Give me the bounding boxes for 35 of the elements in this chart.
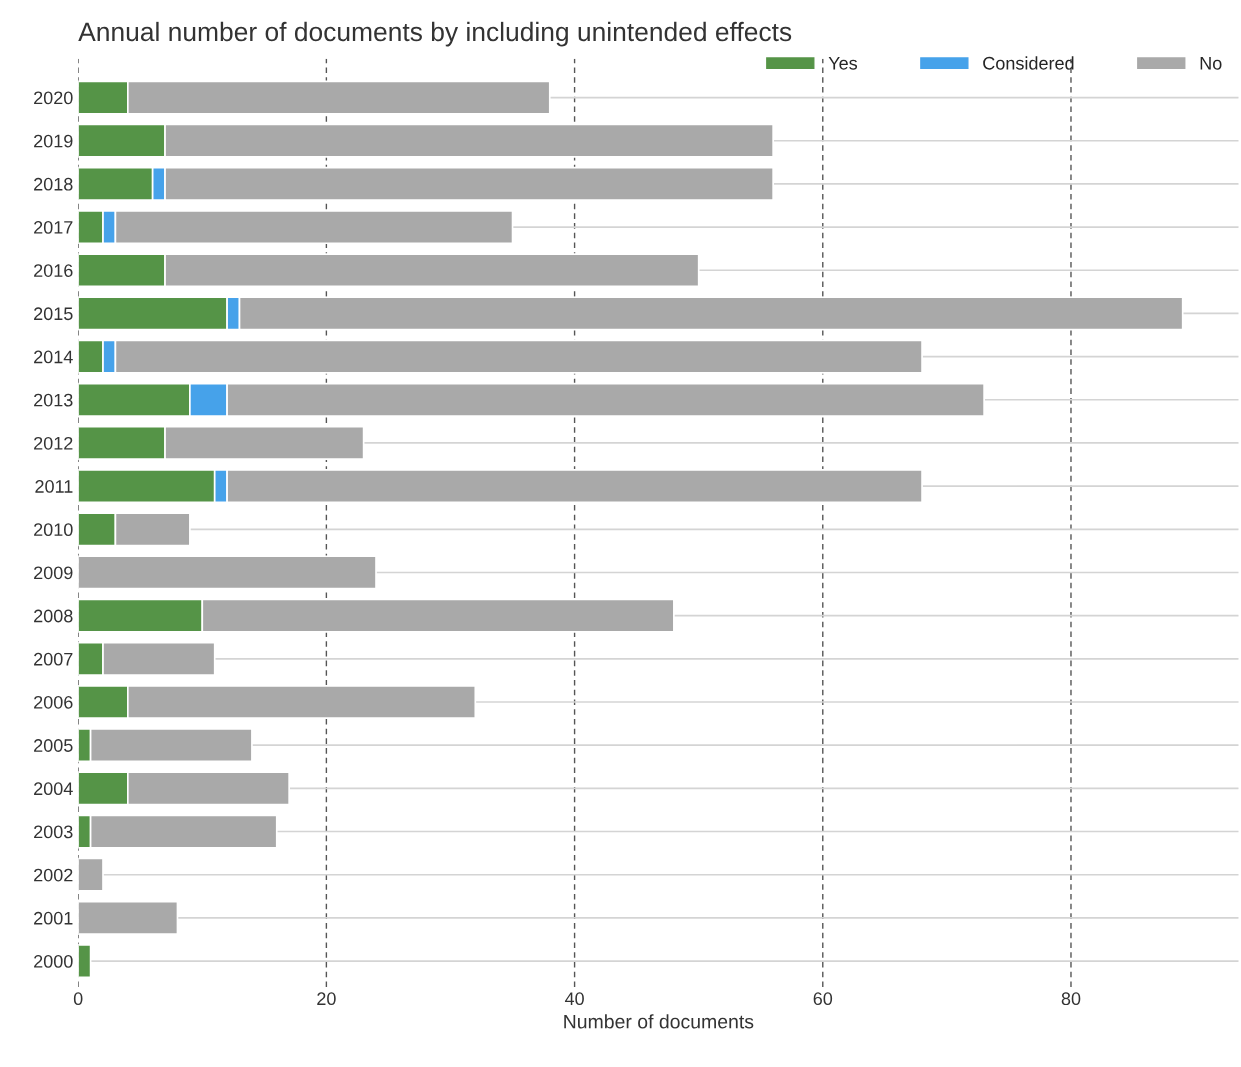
bar bbox=[78, 857, 104, 892]
legend-label: Yes bbox=[828, 57, 858, 70]
y-tick-label: 2012 bbox=[34, 436, 73, 450]
y-tick-label: 2006 bbox=[34, 695, 73, 709]
legend-label: Considered bbox=[983, 56, 1074, 70]
x-tick-label: 20 bbox=[317, 992, 336, 1006]
x-tick-label: 40 bbox=[564, 992, 584, 1006]
y-tick-label: 2017 bbox=[34, 221, 73, 234]
x-axis-title: Number of documents bbox=[564, 1014, 754, 1029]
chart-title: Annual number of documents by including unintended effects bbox=[78, 21, 792, 47]
bar bbox=[78, 900, 179, 935]
y-tick-label: 2020 bbox=[34, 91, 73, 105]
y-tick-label: 2002 bbox=[34, 868, 73, 882]
y-tick-label: 2016 bbox=[34, 264, 73, 277]
bar bbox=[78, 555, 377, 590]
x-tick-label: 0 bbox=[73, 992, 83, 1006]
y-tick-label: 2001 bbox=[34, 911, 73, 925]
y-tick-label: 2014 bbox=[34, 350, 73, 364]
y-tick-label: 2009 bbox=[34, 566, 73, 580]
x-tick-label: 80 bbox=[1061, 992, 1081, 1006]
x-tick-label: 60 bbox=[813, 992, 833, 1006]
y-tick-label: 2003 bbox=[34, 825, 73, 839]
legend-label: No bbox=[1200, 57, 1222, 70]
y-tick-label: 2013 bbox=[34, 393, 73, 407]
y-tick-label: 2010 bbox=[34, 523, 73, 537]
y-tick-label: 2000 bbox=[34, 955, 73, 968]
y-tick-label: 2005 bbox=[34, 739, 73, 752]
y-tick-label: 2018 bbox=[34, 177, 73, 191]
y-tick-label: 2007 bbox=[34, 652, 73, 666]
y-tick-label: 2008 bbox=[34, 609, 73, 623]
y-tick-label: 2019 bbox=[34, 134, 73, 148]
y-tick-label: 2004 bbox=[34, 782, 73, 796]
y-tick-label: 2011 bbox=[35, 480, 73, 493]
bar bbox=[78, 944, 92, 979]
y-tick-label: 2015 bbox=[34, 307, 73, 321]
